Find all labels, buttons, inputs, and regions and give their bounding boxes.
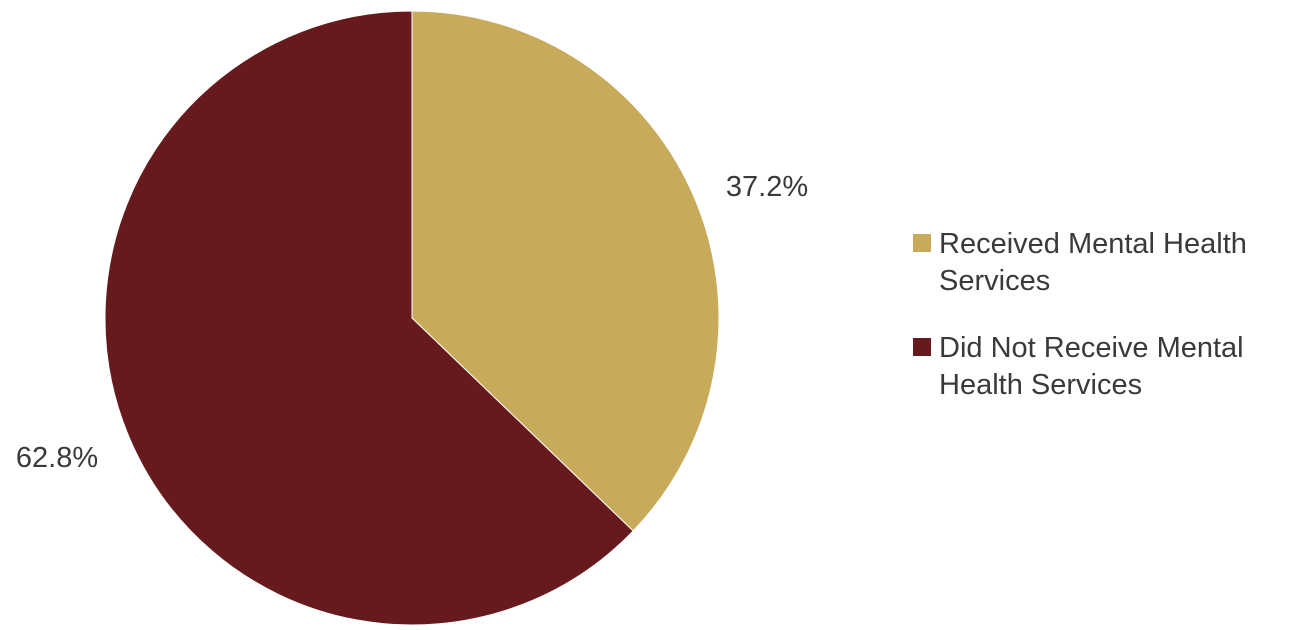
pie-slice-1 bbox=[104, 10, 634, 626]
slices-layer bbox=[104, 10, 720, 626]
legend-item-1: Did Not Receive Mental Health Services bbox=[913, 332, 1244, 401]
data-label-0: 37.2% bbox=[726, 171, 808, 203]
legend-label-0-line-0: Received Mental Health bbox=[939, 228, 1247, 260]
legend-swatch-0 bbox=[913, 234, 931, 252]
legend-label-1-line-0: Did Not Receive Mental bbox=[939, 332, 1244, 364]
data-labels-layer: 37.2% 62.8% bbox=[16, 171, 808, 474]
legend-label-1-line-1: Health Services bbox=[939, 369, 1142, 401]
legend-item-0: Received Mental Health Services bbox=[913, 228, 1247, 297]
data-label-1: 62.8% bbox=[16, 442, 98, 474]
legend-swatch-1 bbox=[913, 338, 931, 356]
legend: Received Mental Health Services Did Not Re… bbox=[913, 228, 1247, 401]
pie-slice-0 bbox=[411, 10, 720, 532]
legend-label-0-line-1: Services bbox=[939, 265, 1050, 297]
